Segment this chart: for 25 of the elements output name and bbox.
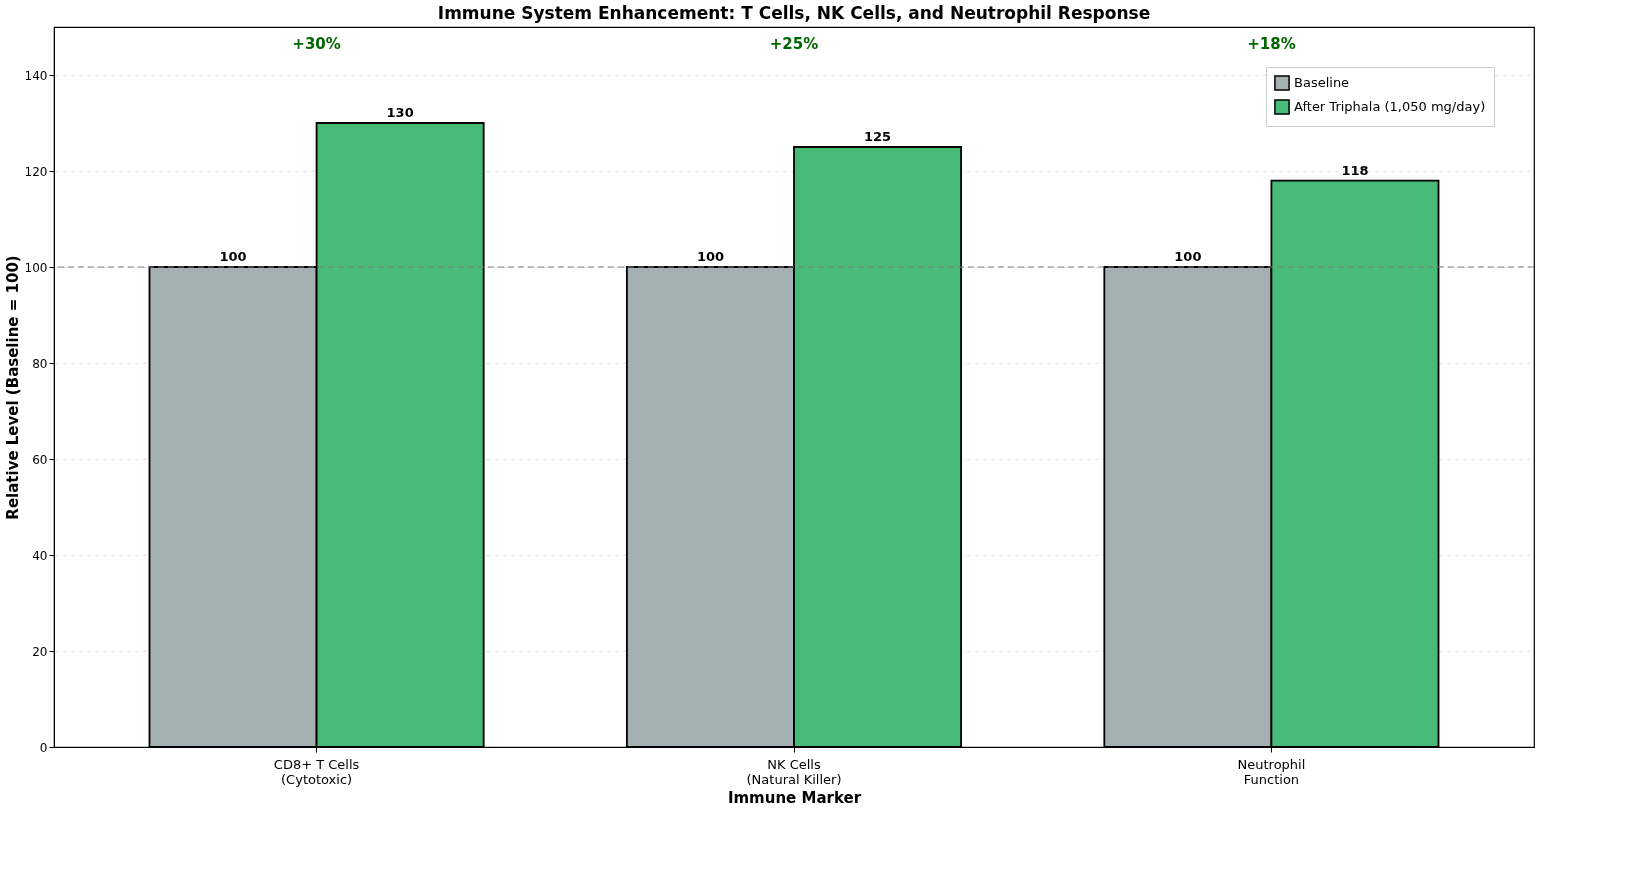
y-tick-label: 140 <box>24 68 48 83</box>
y-tick-label: 120 <box>24 164 48 179</box>
legend-label: Baseline <box>1294 75 1350 90</box>
y-tick-label: 20 <box>32 644 48 659</box>
x-tick-label: Neutrophil Function <box>1237 756 1306 787</box>
x-axis-title: Immune Marker <box>727 788 862 807</box>
data-label: 100 <box>696 249 725 264</box>
y-tick-label: 60 <box>32 452 48 467</box>
data-label: 130 <box>386 105 414 120</box>
data-label: 100 <box>1174 249 1202 264</box>
y-tick-label: 0 <box>39 740 48 755</box>
data-label: 125 <box>863 129 892 144</box>
annotation: +25% <box>769 34 819 53</box>
annotation: +30% <box>292 34 341 53</box>
data-label: 118 <box>1341 162 1369 178</box>
y-axis-title: Relative Level (Baseline = 100) <box>3 255 22 520</box>
y-tick-label: 80 <box>32 356 48 371</box>
x-tick-label: NK Cells (Natural Killer) <box>746 756 842 787</box>
x-tick-label: CD8+ T Cells (Cytotoxic) <box>273 756 360 787</box>
y-tick-label: 40 <box>32 548 48 563</box>
y-tick-label: 100 <box>24 260 48 275</box>
data-label: 100 <box>219 249 247 264</box>
legend-label: After Triphala (1,050 mg/day) <box>1294 99 1486 114</box>
annotation: +18% <box>1247 34 1296 53</box>
chart-title: Immune System Enhancement: T Cells, NK Cells, and Neutrophil Response <box>437 3 1151 23</box>
